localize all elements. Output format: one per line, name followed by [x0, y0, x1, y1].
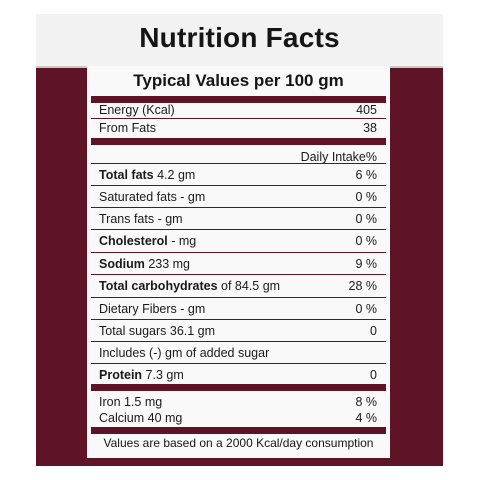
- divider: [91, 297, 386, 298]
- nutrient-row-dietary-fibers: Dietary Fibers - gm 0 %: [99, 300, 377, 318]
- from-fats-value: 38: [363, 121, 377, 135]
- nutrient-amount: 4.2 gm: [153, 168, 196, 182]
- nutrient-daily-value: 0 %: [355, 234, 377, 248]
- mineral-row-iron: Iron 1.5 mg 8 %: [99, 393, 377, 411]
- serving-basis-subtitle: Typical Values per 100 gm: [133, 71, 344, 90]
- nutrient-daily-value: 6 %: [355, 168, 377, 182]
- nutrient-name: Cholesterol: [99, 234, 168, 248]
- divider: [91, 185, 386, 186]
- energy-value: 405: [356, 103, 377, 117]
- nutrient-name: Saturated fats - gm: [99, 190, 206, 204]
- nutrient-amount: - mg: [167, 234, 197, 248]
- mineral-label: Calcium 40 mg: [99, 411, 183, 425]
- nutrient-daily-value: 0 %: [355, 302, 377, 316]
- divider: [91, 274, 386, 275]
- divider: [91, 341, 386, 342]
- divider-thick: [91, 384, 386, 391]
- nutrient-daily-value: 9 %: [355, 257, 377, 271]
- nutrient-amount: 7.3 gm: [142, 368, 184, 382]
- nutrient-row-trans-fats: Trans fats - gm 0 %: [99, 210, 377, 228]
- nutrition-label-panel: [87, 66, 390, 458]
- divider: [91, 163, 386, 164]
- nutrient-daily-value: 28 %: [348, 279, 378, 293]
- mineral-value: 8 %: [355, 395, 377, 409]
- divider-thick: [91, 427, 386, 434]
- nutrient-daily-value: 0: [370, 324, 377, 338]
- nutrient-row-total-sugars: Total sugars 36.1 gm 0: [99, 322, 377, 340]
- daily-intake-header: Daily Intake%: [300, 150, 377, 164]
- nutrient-name: Total carbohydrates: [99, 279, 218, 293]
- nutrient-name: Trans fats - gm: [99, 212, 183, 226]
- nutrient-amount: 233 mg: [144, 257, 191, 271]
- divider: [91, 207, 386, 208]
- nutrient-name: Protein: [99, 368, 143, 382]
- divider: [91, 118, 386, 119]
- nutrient-daily-value: 0: [370, 368, 377, 382]
- nutrient-daily-value: 0 %: [355, 190, 377, 204]
- from-fats-row: From Fats 38: [99, 119, 377, 137]
- nutrient-name: Dietary Fibers - gm: [99, 302, 206, 316]
- divider: [91, 319, 386, 320]
- nutrient-row-saturated-fats: Saturated fats - gm 0 %: [99, 188, 377, 206]
- mineral-value: 4 %: [355, 411, 377, 425]
- nutrient-amount: of 84.5 gm: [217, 279, 281, 293]
- nutrient-name: Includes (-) gm of added sugar: [99, 346, 270, 360]
- nutrient-name: Sodium: [99, 257, 145, 271]
- divider-thick: [91, 96, 386, 103]
- divider: [91, 229, 386, 230]
- mineral-row-calcium: Calcium 40 mg 4 %: [99, 409, 377, 427]
- nutrient-row-added-sugar: Includes (-) gm of added sugar: [99, 344, 377, 362]
- mineral-label: Iron 1.5 mg: [99, 395, 163, 409]
- divider: [91, 363, 386, 364]
- energy-row: Energy (Kcal) 405: [99, 101, 377, 119]
- nutrient-name: Total fats: [99, 168, 154, 182]
- nutrient-row-sodium: Sodium 233 mg 9 %: [99, 255, 377, 273]
- energy-label: Energy (Kcal): [99, 103, 175, 117]
- daily-intake-header-row: Daily Intake%: [99, 148, 377, 166]
- footer-note: Values are based on a 2000 Kcal/day cons…: [103, 436, 374, 450]
- nutrient-row-total-fats: Total fats 4.2 gm 6 %: [99, 166, 377, 184]
- nutrient-daily-value: 0 %: [355, 212, 377, 226]
- divider: [91, 252, 386, 253]
- nutrient-name: Total sugars 36.1 gm: [99, 324, 216, 338]
- divider-thick: [91, 138, 386, 145]
- nutrient-row-protein: Protein 7.3 gm 0: [99, 366, 377, 384]
- nutrition-facts-title: Nutrition Facts: [139, 22, 340, 53]
- nutrient-row-cholesterol: Cholesterol - mg 0 %: [99, 232, 377, 250]
- nutrient-row-total-carbohydrates: Total carbohydrates of 84.5 gm 28 %: [99, 277, 377, 295]
- from-fats-label: From Fats: [99, 121, 156, 135]
